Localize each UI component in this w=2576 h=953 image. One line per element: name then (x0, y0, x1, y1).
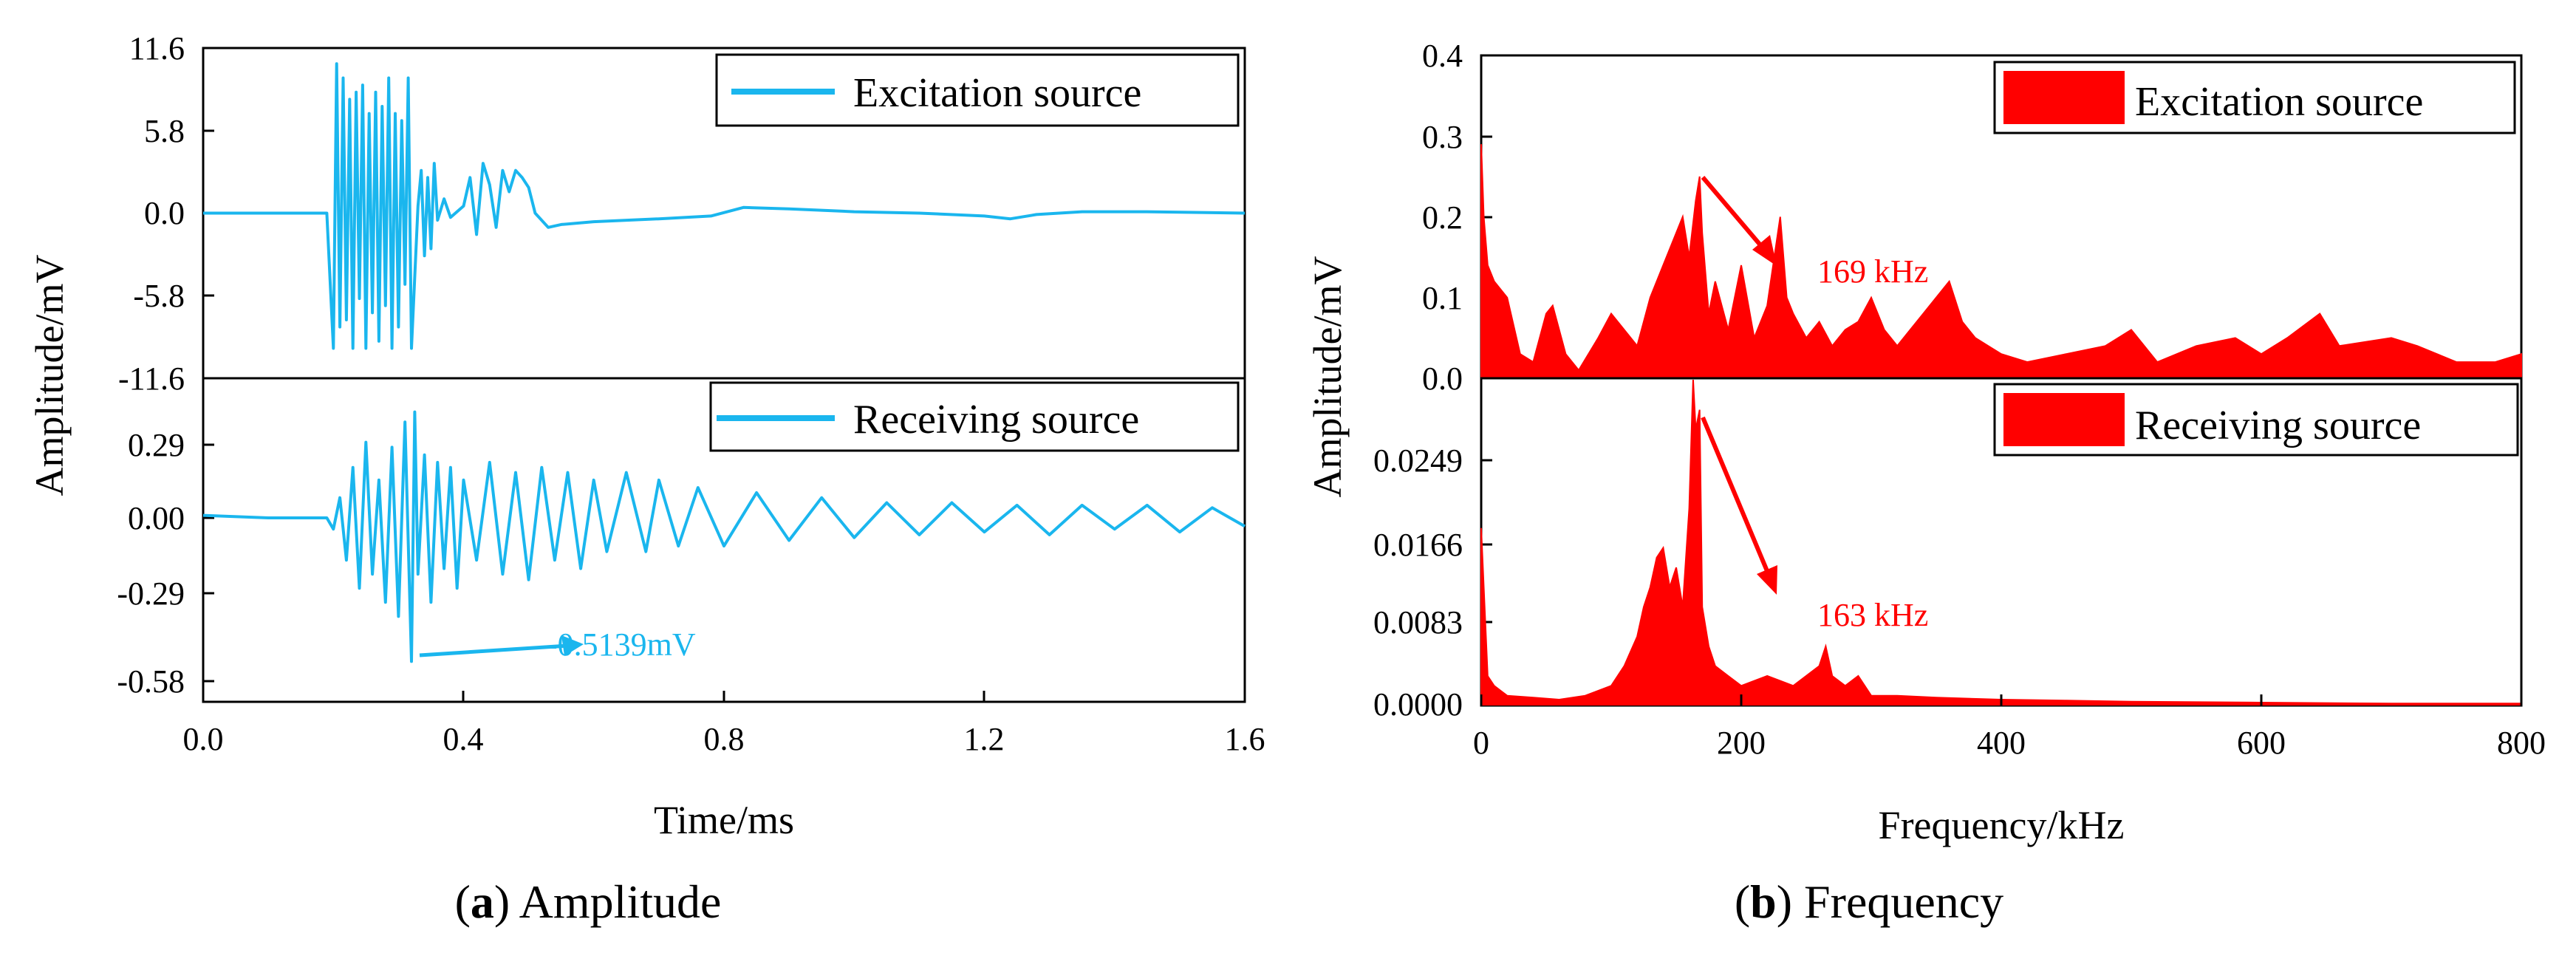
annotation-label: 169 kHz (1817, 253, 1928, 290)
y-tick-label: 0.0083 (1373, 604, 1463, 641)
annotation-arrow-head (1752, 235, 1777, 266)
annotation-label: 163 kHz (1817, 597, 1928, 633)
panel-b-bottom-legend: Receiving source (1993, 383, 2519, 457)
x-tick-label: 0 (1473, 725, 1489, 761)
annotation-arrow-head (1757, 565, 1777, 595)
annotation-arrow-line (419, 643, 568, 657)
y-tick-label: 0.29 (128, 427, 185, 463)
panel-a-x-axis-label: Time/ms (654, 798, 794, 842)
x-tick-label: 0.4 (443, 721, 484, 757)
annotation-arrow-head (561, 635, 584, 656)
panel-a-y-axis-label: Amplitude/mV (27, 255, 72, 496)
y-tick-label: 0.4 (1422, 38, 1463, 74)
legend-label: Receiving source (2135, 403, 2421, 448)
legend-label: Receiving source (853, 397, 1139, 443)
panel-a-letter: a (471, 875, 494, 928)
annotation-arrow-line (1701, 176, 1768, 253)
legend-swatch (2003, 71, 2125, 124)
panel-b-top-plot: 0.4 0.3 0.2 0.1 0.0 Excitation source 16… (1422, 38, 2523, 397)
panel-b-top-annotation: 169 kHz (1701, 176, 1928, 290)
legend-box (709, 381, 1240, 452)
panel-b-x-ticks: 0 200 400 600 800 (1473, 694, 2546, 761)
series-receiving-source-trace (202, 410, 1246, 663)
panel-b-y-axis-label: Amplitude/mV (1305, 256, 1350, 498)
panel-a-bottom-series (202, 410, 1246, 663)
panel-b-top-legend: Excitation source (1993, 61, 2516, 134)
y-tick-label: -11.6 (118, 361, 185, 397)
panel-b-caption-text: Frequency (1804, 875, 2003, 928)
x-tick-label: 600 (2237, 725, 2286, 761)
y-tick-label: 0.0166 (1373, 527, 1463, 563)
panel-b-bottom-series (1480, 379, 2522, 706)
panel-a-x-ticks: 0.0 0.4 0.8 1.2 1.6 (183, 691, 1265, 757)
y-tick-label: -0.58 (117, 663, 185, 700)
x-tick-label: 400 (1977, 725, 2026, 761)
legend-label: Excitation source (2135, 79, 2423, 125)
panel-a-caption-text: Amplitude (519, 875, 722, 928)
panel-b-top-series (1480, 144, 2522, 378)
y-tick-label: 0.3 (1422, 119, 1463, 155)
annotation-arrow-line (1701, 416, 1772, 578)
y-tick-label: 0.2 (1422, 199, 1463, 236)
panel-a-bottom-plot: 0.29 0.00 -0.29 -0.58 Receiving source -… (117, 377, 1246, 703)
panel-b-bottom-y-ticks: 0.0249 0.0166 0.0083 0.0000 (1373, 443, 1492, 723)
panel-a-annotation: -0.5139mV (419, 626, 696, 663)
panel-b-bottom-annotation: 163 kHz (1701, 416, 1928, 633)
legend-label: Excitation source (853, 70, 1141, 116)
series-excitation-source-trace (203, 62, 1246, 350)
x-tick-label: 800 (2497, 725, 2546, 761)
panel-b-letter: b (1750, 875, 1777, 928)
y-tick-label: 11.6 (129, 30, 185, 66)
panel-a-bottom-legend: Receiving source (709, 381, 1240, 452)
x-tick-label: 0.8 (704, 721, 745, 757)
y-tick-label: -5.8 (133, 278, 185, 314)
series-receiving-source-trace (1480, 379, 2522, 706)
panel-b-top-y-ticks: 0.4 0.3 0.2 0.1 0.0 (1422, 38, 1492, 397)
panel-a-top-y-ticks: 11.6 5.8 0.0 -5.8 -11.6 (118, 30, 214, 397)
panel-a-top-series (203, 62, 1246, 350)
panel-b-caption: (b) Frequency (1735, 875, 2003, 928)
panel-a-bottom-y-ticks: 0.29 0.00 -0.29 -0.58 (117, 427, 214, 700)
legend-swatch (2003, 393, 2125, 446)
panel-a-top-plot: 11.6 5.8 0.0 -5.8 -11.6 Excitation sourc… (118, 30, 1246, 397)
y-tick-label: 0.00 (128, 500, 185, 536)
panel-a: 11.6 5.8 0.0 -5.8 -11.6 Excitation sourc… (27, 30, 1265, 928)
panel-a-top-legend: Excitation source (715, 53, 1240, 127)
y-tick-label: 0.1 (1422, 280, 1463, 316)
y-tick-label: 0.0000 (1373, 686, 1463, 723)
annotation-label: -0.5139mV (547, 626, 696, 663)
y-tick-label: 0.0 (144, 195, 185, 231)
x-tick-label: 1.2 (964, 721, 1005, 757)
panel-b-x-axis-label: Frequency/kHz (1879, 803, 2125, 847)
y-tick-label: -0.29 (117, 575, 185, 612)
x-tick-label: 1.6 (1225, 721, 1265, 757)
y-tick-label: 5.8 (144, 113, 185, 149)
y-tick-label: 0.0 (1422, 361, 1463, 397)
y-tick-label: 0.0249 (1373, 443, 1463, 479)
x-tick-label: 0.0 (183, 721, 224, 757)
panel-b: 0.4 0.3 0.2 0.1 0.0 Excitation source 16… (1305, 38, 2546, 928)
panel-b-bottom-plot: 0.0249 0.0166 0.0083 0.0000 Receiving so… (1373, 377, 2523, 723)
panel-a-caption: (a) Amplitude (455, 875, 722, 928)
series-excitation-source-trace (1480, 144, 2522, 378)
x-tick-label: 200 (1717, 725, 1766, 761)
